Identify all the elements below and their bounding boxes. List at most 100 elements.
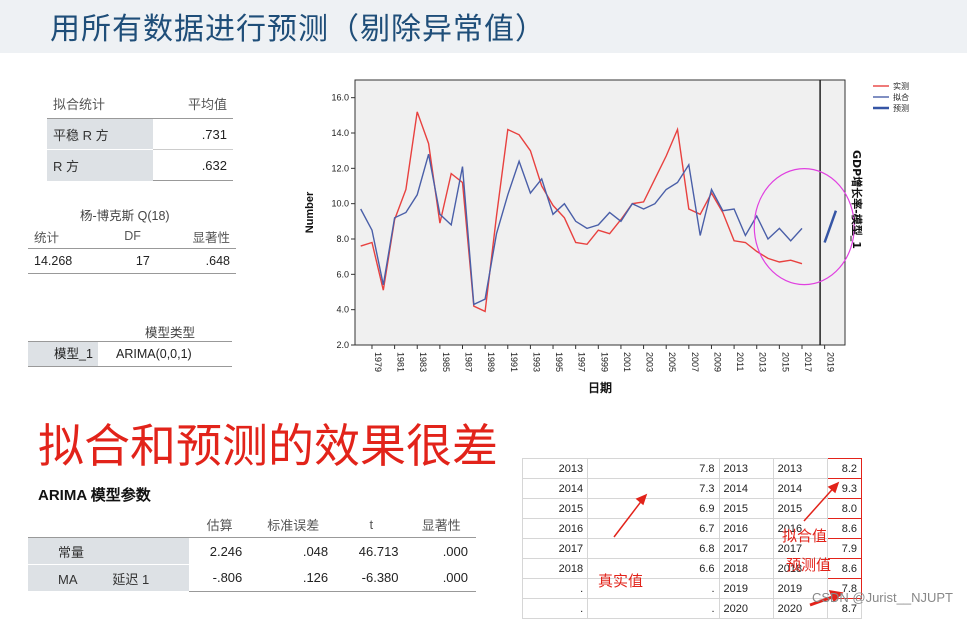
fit-stats-table: 拟合统计 平均值 平稳 R 方 .731 R 方 .632 bbox=[47, 88, 233, 181]
arima-param-lag: 延迟 1 bbox=[112, 571, 150, 587]
annotation-fit: 拟合值 bbox=[782, 527, 828, 545]
arima-est: -.806 bbox=[189, 564, 251, 592]
x-tick-label: 1985 bbox=[441, 352, 451, 372]
excel-cell: 2018 bbox=[772, 558, 828, 579]
x-tick-label: 2013 bbox=[758, 352, 768, 372]
plot-area bbox=[354, 79, 846, 346]
y-tick-label: 4.0 bbox=[336, 305, 349, 315]
excel-cell: 6.9 bbox=[587, 498, 720, 519]
ljung-box-stat: 14.268 bbox=[28, 248, 110, 274]
arima-header-se: 标准误差 bbox=[250, 511, 337, 538]
legend-label: 拟合 bbox=[893, 92, 909, 102]
arima-se: .126 bbox=[250, 564, 337, 592]
side-label: GDP增长率-模型_1 bbox=[850, 150, 864, 249]
x-tick-label: 2017 bbox=[803, 352, 813, 372]
model-type-header: 模型类型 bbox=[145, 326, 196, 340]
excel-data-table: 2013 7.8 2013 2013 8.2 2014 7.3 2014 2014 9.3 2015… bbox=[521, 458, 863, 619]
x-axis-label: 日期 bbox=[588, 380, 612, 395]
excel-cell: 2013 bbox=[772, 458, 828, 479]
fit-stats-header-mean: 平均值 bbox=[153, 88, 233, 119]
arima-param-name: 常量 bbox=[58, 544, 85, 560]
annotation-pred: 预测值 bbox=[786, 556, 832, 574]
model-name: 模型_1 bbox=[28, 342, 98, 366]
excel-row: .. 2019 2019 7.8 bbox=[521, 578, 863, 599]
watermark: CSDN @Jurist__NJUPT bbox=[811, 590, 953, 605]
fit-stats-value: .731 bbox=[153, 118, 233, 150]
arima-params-table: 估算 标准误差 t 显著性 常量 2.246 .048 46.713 .000 … bbox=[28, 511, 476, 592]
x-tick-label: 2003 bbox=[645, 352, 655, 372]
ljung-box-header-stat: 统计 bbox=[28, 224, 110, 249]
y-tick-label: 16.0 bbox=[331, 93, 349, 103]
x-tick-label: 2009 bbox=[712, 352, 722, 372]
y-tick-label: 10.0 bbox=[331, 199, 349, 209]
excel-cell: 2015 bbox=[772, 498, 828, 519]
arima-row-name: 常量 bbox=[28, 537, 189, 565]
y-tick-label: 8.0 bbox=[336, 234, 349, 244]
model-type-row: 模型_1 ARIMA(0,0,1) bbox=[28, 341, 232, 367]
arima-est: 2.246 bbox=[209, 543, 243, 559]
annotation-arrows bbox=[613, 481, 844, 607]
ljung-box-table: 统计 DF 显著性 14.268 17 .648 bbox=[28, 224, 236, 274]
fit-stats-header-label: 拟合统计 bbox=[47, 88, 154, 119]
x-tick-label: 1979 bbox=[373, 352, 383, 372]
highlight-ellipse bbox=[753, 168, 855, 286]
x-tick-label: 1987 bbox=[464, 352, 474, 372]
x-tick-label: 1991 bbox=[509, 352, 519, 372]
y-tick-label: 14.0 bbox=[331, 128, 349, 138]
series-line-2 bbox=[823, 210, 838, 243]
excel-row: 2014 7.3 2014 2014 9.3 bbox=[521, 478, 863, 499]
x-tick-label: 1995 bbox=[554, 352, 564, 372]
ljung-box-df: 17 bbox=[109, 248, 156, 274]
y-tick-label: 12.0 bbox=[331, 163, 349, 173]
excel-row: 2018 6.6 2018 2018 8.6 bbox=[521, 558, 863, 579]
arima-t: 46.713 bbox=[358, 543, 399, 559]
legend-label: 实测 bbox=[893, 81, 909, 91]
gdp-chart: 2.0 4.0 6.0 8.0 10.0 12.0 14.0 16.0 1979 1981 1983… bbox=[304, 79, 909, 395]
x-tick-label: 2019 bbox=[826, 352, 836, 372]
arrow-pred-head bbox=[828, 590, 844, 603]
x-tick-label: 2001 bbox=[622, 352, 632, 372]
x-tick-label: 1997 bbox=[577, 352, 587, 372]
x-tick-label: 1981 bbox=[396, 352, 406, 372]
page-title: 用所有数据进行预测（剔除异常值） bbox=[50, 12, 546, 47]
x-tick-label: 2015 bbox=[780, 352, 790, 372]
ljung-box-sig: .648 bbox=[155, 248, 236, 274]
y-tick-label: 2.0 bbox=[336, 340, 349, 350]
arima-param-name: MA bbox=[58, 571, 77, 587]
x-tick-label: 1999 bbox=[599, 352, 609, 372]
red-heading: 拟合和预测的效果很差 bbox=[38, 419, 498, 473]
legend-label: 预测 bbox=[893, 103, 909, 113]
arima-row-name: MA 延迟 1 bbox=[28, 564, 189, 591]
arima-t: -6.380 bbox=[336, 564, 407, 592]
excel-cell: 2014 bbox=[772, 478, 828, 499]
y-tick-label: 6.0 bbox=[336, 269, 349, 279]
excel-row: 2016 6.7 2016 2016 8.6 bbox=[521, 518, 863, 539]
arima-header-est: 估算 bbox=[189, 511, 251, 538]
y-axis-label: Number bbox=[304, 191, 316, 233]
x-tick-label: 2011 bbox=[735, 352, 745, 371]
excel-cell: 2018 bbox=[521, 558, 589, 579]
excel-cell: 2016 bbox=[718, 518, 774, 539]
excel-cell: 2018 bbox=[718, 558, 774, 579]
fit-stats-label: R 方 bbox=[47, 149, 154, 181]
ljung-box-title: 杨-博克斯 Q(18) bbox=[80, 209, 170, 223]
arima-sig: .000 bbox=[442, 543, 468, 559]
arima-sig: .000 bbox=[406, 564, 476, 592]
fit-stats-label: 平稳 R 方 bbox=[47, 118, 154, 150]
title-band bbox=[0, 0, 967, 53]
series-line-1 bbox=[360, 154, 803, 306]
arima-se: .048 bbox=[302, 543, 329, 559]
x-tick-label: 2005 bbox=[667, 352, 677, 372]
excel-cell: 2016 bbox=[772, 518, 828, 539]
arima-params-title: ARIMA 模型参数 bbox=[38, 487, 151, 504]
fit-stats-value: .632 bbox=[153, 149, 233, 181]
x-tick-label: 1989 bbox=[486, 352, 496, 372]
x-tick-label: 2007 bbox=[690, 352, 700, 372]
x-tick-label: 1993 bbox=[531, 352, 541, 372]
arima-header-sig: 显著性 bbox=[406, 511, 476, 538]
arrow-real-head bbox=[635, 493, 648, 506]
x-tick-label: 1983 bbox=[418, 352, 428, 372]
ljung-box-header-sig: 显著性 bbox=[155, 224, 236, 249]
excel-row: 2015 6.9 2015 2015 8.0 bbox=[521, 498, 863, 519]
arrow-fit-head bbox=[827, 481, 840, 494]
